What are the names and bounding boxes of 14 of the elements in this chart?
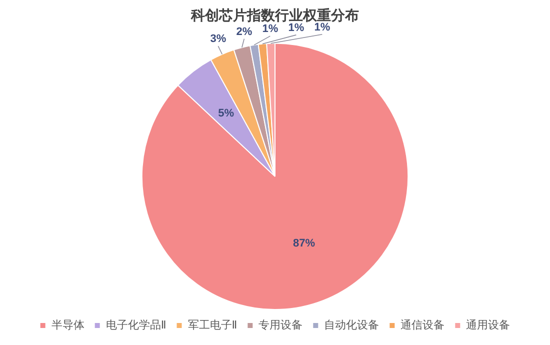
data-label: 1%: [288, 22, 304, 34]
data-label: 1%: [314, 21, 330, 34]
legend-label: 专用设备: [258, 318, 303, 332]
data-label: 87%: [293, 238, 316, 250]
data-label: 2%: [236, 26, 252, 38]
data-label: 3%: [210, 33, 226, 46]
legend-label: 通信设备: [400, 318, 445, 332]
legend-label: 军工电子Ⅱ: [188, 318, 238, 332]
data-label: 5%: [218, 107, 234, 120]
legend-label: 自动化设备: [324, 318, 380, 332]
legend-label: 半导体: [51, 318, 84, 332]
legend-label: 通用设备: [466, 318, 510, 332]
data-label: 1%: [262, 23, 278, 36]
legend-label: 电子化学品Ⅱ: [106, 318, 166, 332]
